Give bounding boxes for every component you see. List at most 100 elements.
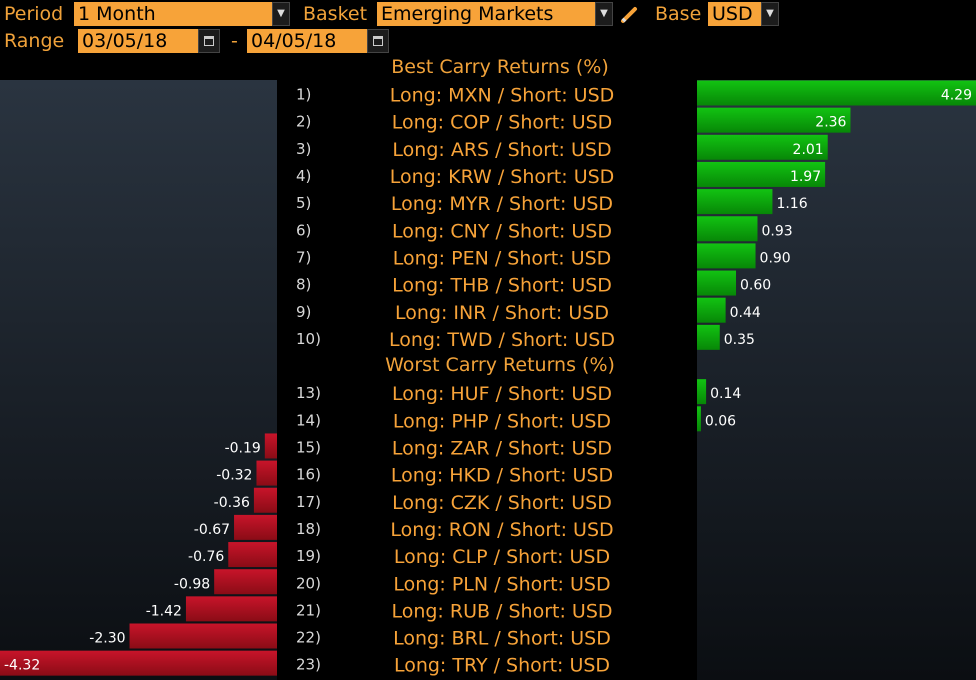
row-label: Long: ZAR / Short: USD (392, 438, 612, 460)
calendar-icon (373, 36, 383, 46)
row-rank: 18) (296, 520, 321, 538)
bar-negative (253, 487, 277, 513)
bar-positive (697, 216, 758, 242)
period-select[interactable]: 1 Month (74, 2, 272, 26)
bar-negative (185, 596, 277, 622)
row-label: Long: ARS / Short: USD (392, 139, 611, 161)
range-start-calendar-button[interactable] (198, 29, 220, 53)
row-label: Long: KRW / Short: USD (390, 166, 615, 188)
bar-value-label: -0.36 (214, 495, 250, 511)
bar-value-label: -0.67 (194, 522, 230, 538)
bar-positive (697, 324, 720, 350)
triangle-down-icon: ▼ (600, 8, 608, 19)
bar-negative (228, 542, 277, 568)
bar-value-label: 0.35 (724, 332, 755, 348)
bar-value-label: 0.93 (761, 223, 792, 239)
row-label: Long: RON / Short: USD (390, 519, 613, 541)
bar-positive (697, 161, 826, 187)
row-label: Long: CNY / Short: USD (392, 220, 612, 242)
pencil-icon[interactable] (620, 4, 640, 24)
row-label: Long: MYR / Short: USD (391, 193, 613, 215)
row-label: Long: TWD / Short: USD (389, 329, 615, 351)
row-label: Long: COP / Short: USD (392, 112, 613, 134)
best-returns-title: Best Carry Returns (%) (391, 56, 609, 78)
row-rank: 21) (296, 601, 321, 619)
row-rank: 15) (296, 439, 321, 457)
bar-positive (697, 270, 737, 296)
row-label: Long: HKD / Short: USD (391, 465, 613, 487)
row-rank: 2) (296, 113, 311, 131)
calendar-icon (204, 36, 214, 46)
row-label: Long: THB / Short: USD (392, 275, 612, 297)
base-label: Base (655, 3, 702, 25)
row-rank: 4) (296, 167, 311, 185)
bar-positive (697, 379, 707, 405)
row-rank: 17) (296, 493, 321, 511)
carry-returns-chart: 1) Long: MXN / Short: USD 4.29 2) Long: COP … (0, 80, 976, 680)
row-label: Long: RUB / Short: USD (391, 600, 612, 622)
row-label: Long: PHP / Short: USD (393, 410, 611, 432)
bar-positive (697, 80, 976, 106)
bar-value-label: 2.01 (793, 142, 824, 158)
triangle-down-icon: ▼ (277, 8, 285, 19)
row-label: Long: HUF / Short: USD (392, 383, 612, 405)
label-panel (277, 80, 697, 680)
bar-value-label: -0.19 (225, 441, 261, 457)
basket-label: Basket (303, 3, 368, 25)
bar-value-label: 2.36 (815, 115, 846, 131)
row-label: Long: PEN / Short: USD (393, 247, 612, 269)
row-rank: 6) (296, 221, 311, 239)
row-rank: 7) (296, 248, 311, 266)
basket-dropdown-button[interactable]: ▼ (595, 2, 613, 26)
row-label: Long: CLP / Short: USD (394, 546, 610, 568)
row-label: Long: TRY / Short: USD (394, 655, 610, 677)
bar-value-label: 1.16 (776, 196, 807, 212)
base-dropdown-button[interactable]: ▼ (761, 2, 779, 26)
row-rank: 10) (296, 330, 321, 348)
range-start-input[interactable]: 03/05/18 (78, 29, 198, 53)
bar-negative (264, 433, 277, 459)
row-rank: 9) (296, 303, 311, 321)
bar-value-label: 4.29 (941, 88, 972, 104)
base-select[interactable]: USD (708, 2, 761, 26)
row-label: Long: CZK / Short: USD (392, 492, 612, 514)
bar-value-label: 0.90 (760, 250, 791, 266)
bar-value-label: 0.44 (730, 305, 761, 321)
row-rank: 14) (296, 411, 321, 429)
row-rank: 23) (296, 656, 321, 674)
bar-value-label: -0.98 (174, 576, 210, 592)
row-rank: 19) (296, 547, 321, 565)
triangle-down-icon: ▼ (766, 8, 774, 19)
row-rank: 16) (296, 466, 321, 484)
bar-negative (214, 569, 277, 595)
bar-value-label: 0.14 (710, 386, 741, 402)
bar-positive (697, 134, 828, 160)
row-label: Long: INR / Short: USD (395, 302, 609, 324)
row-rank: 3) (296, 140, 311, 158)
row-rank: 22) (296, 629, 321, 647)
bar-positive (697, 243, 756, 269)
row-label: Long: BRL / Short: USD (393, 628, 611, 650)
basket-select[interactable]: Emerging Markets (377, 2, 595, 26)
range-separator: - (231, 30, 238, 52)
range-end-input[interactable]: 04/05/18 (247, 29, 367, 53)
bar-value-label: 1.97 (790, 169, 821, 185)
period-dropdown-button[interactable]: ▼ (272, 2, 290, 26)
row-rank: 1) (296, 86, 311, 104)
bar-positive (697, 107, 851, 133)
row-rank: 20) (296, 574, 321, 592)
bar-negative (234, 514, 277, 540)
bar-value-label: 0.06 (705, 413, 736, 429)
bar-positive (697, 406, 701, 432)
range-end-calendar-button[interactable] (367, 29, 389, 53)
bar-value-label: -4.32 (4, 658, 40, 674)
bar-value-label: -1.42 (146, 603, 182, 619)
bar-positive (697, 297, 726, 323)
row-rank: 8) (296, 276, 311, 294)
row-rank: 13) (296, 384, 321, 402)
row-label: Long: MXN / Short: USD (390, 85, 615, 107)
range-label: Range (4, 30, 65, 52)
row-rank: 5) (296, 194, 311, 212)
row-label: Long: PLN / Short: USD (393, 573, 610, 595)
bar-positive (697, 189, 773, 215)
